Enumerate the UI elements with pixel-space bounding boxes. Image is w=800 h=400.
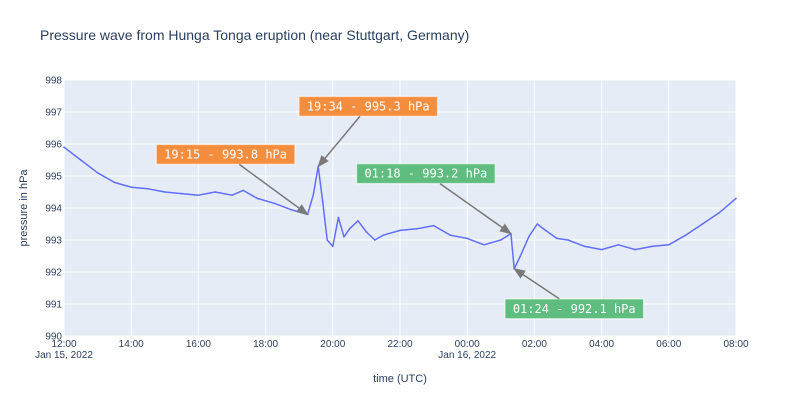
y-tick-label: 997	[45, 108, 62, 119]
y-tick-label: 994	[45, 204, 62, 215]
data-point	[337, 216, 340, 219]
data-point	[242, 189, 244, 192]
data-point	[357, 220, 359, 222]
data-point	[651, 245, 653, 248]
annotation-callout: 01:24 - 992.1 hPa	[504, 268, 645, 320]
data-point	[735, 197, 737, 200]
chart-title: Pressure wave from Hunga Tonga eruption …	[40, 27, 469, 43]
y-tick-label: 996	[45, 140, 62, 151]
data-point	[312, 194, 315, 196]
data-point	[600, 248, 603, 251]
x-tick-label: 12:00	[51, 339, 76, 350]
y-tick-label: 992	[45, 268, 62, 279]
data-point	[519, 255, 522, 257]
data-point	[113, 181, 116, 184]
x-tick-label: 06:00	[656, 339, 681, 350]
x-tick-label: 22:00	[387, 339, 412, 350]
data-point	[164, 191, 166, 193]
data-point	[214, 191, 216, 193]
data-point	[544, 229, 547, 232]
data-point	[584, 245, 586, 248]
data-point	[500, 239, 502, 241]
y-tick-label: 995	[45, 172, 62, 183]
data-point	[365, 231, 368, 233]
x-tick-label: 02:00	[522, 339, 547, 350]
x-tick-label: 00:00	[455, 339, 480, 350]
data-point	[374, 239, 376, 241]
x-tick-date-label: Jan 16, 2022	[438, 350, 496, 361]
data-point	[63, 146, 65, 148]
data-point	[684, 234, 687, 236]
annotation-box	[504, 298, 645, 320]
data-point	[256, 197, 259, 200]
annotation-arrow	[439, 182, 512, 235]
x-tick-label: 18:00	[253, 339, 278, 350]
annotation-box	[355, 162, 497, 185]
annotation-arrow	[317, 115, 361, 168]
data-point	[528, 236, 530, 238]
x-axis-title: time (UTC)	[373, 373, 427, 385]
annotation-layer: 19:34 - 995.3 hPa 19:15 - 993.8 hPa 01:18 …	[155, 95, 645, 320]
annotation-text: 19:34 - 995.3 hPa	[307, 99, 430, 113]
annotation-arrow	[513, 268, 560, 300]
data-point	[180, 192, 183, 195]
data-point	[80, 159, 82, 161]
data-point	[416, 228, 418, 230]
annotation-text: 19:15 - 993.8 hPa	[164, 147, 287, 161]
data-point	[536, 223, 538, 225]
y-tick-label: 991	[45, 300, 62, 311]
data-point	[556, 237, 558, 240]
y-axis-ticks: 990 991 992 993 994 995 996 997 998	[45, 76, 62, 343]
data-point	[290, 208, 292, 211]
data-point	[718, 212, 720, 214]
data-point	[348, 228, 351, 230]
data-point	[273, 202, 275, 204]
data-point	[701, 223, 704, 225]
data-point	[96, 172, 99, 174]
data-point	[326, 239, 329, 241]
x-tick-date-label: Jan 15, 2022	[35, 350, 93, 361]
data-point	[399, 229, 401, 232]
annotation-callout: 01:18 - 993.2 hPa	[355, 162, 512, 235]
data-point	[466, 237, 469, 240]
y-tick-label: 990	[45, 332, 62, 343]
annotation-callout: 19:34 - 995.3 hPa	[298, 95, 439, 168]
data-point	[197, 194, 200, 196]
x-tick-label: 16:00	[186, 339, 211, 350]
y-axis-title: pressure in hPa	[18, 169, 30, 247]
x-tick-label: 08:00	[723, 339, 748, 350]
data-point	[483, 244, 485, 246]
data-point	[668, 244, 670, 246]
data-point	[147, 188, 149, 190]
data-point	[130, 186, 132, 188]
data-point	[449, 234, 452, 236]
annotation-box	[155, 143, 296, 166]
annotation-callout: 19:15 - 993.8 hPa	[155, 143, 309, 216]
data-point	[321, 200, 324, 203]
data-point	[332, 245, 334, 248]
data-point	[634, 248, 636, 251]
x-tick-label: 14:00	[119, 339, 144, 350]
x-tick-label: 20:00	[320, 339, 345, 350]
y-tick-label: 993	[45, 236, 62, 247]
annotation-text: 01:18 - 993.2 hPa	[364, 167, 487, 181]
annotation-box	[298, 95, 439, 118]
x-tick-label: 04:00	[589, 339, 614, 350]
y-tick-label: 998	[45, 76, 62, 87]
data-point	[432, 224, 435, 227]
annotation-arrow	[238, 163, 309, 216]
data-point	[567, 239, 569, 241]
annotation-text: 01:24 - 992.1 hPa	[513, 302, 636, 316]
data-point	[617, 244, 620, 246]
data-point	[382, 234, 385, 236]
data-point	[231, 194, 233, 196]
data-point	[343, 236, 345, 238]
